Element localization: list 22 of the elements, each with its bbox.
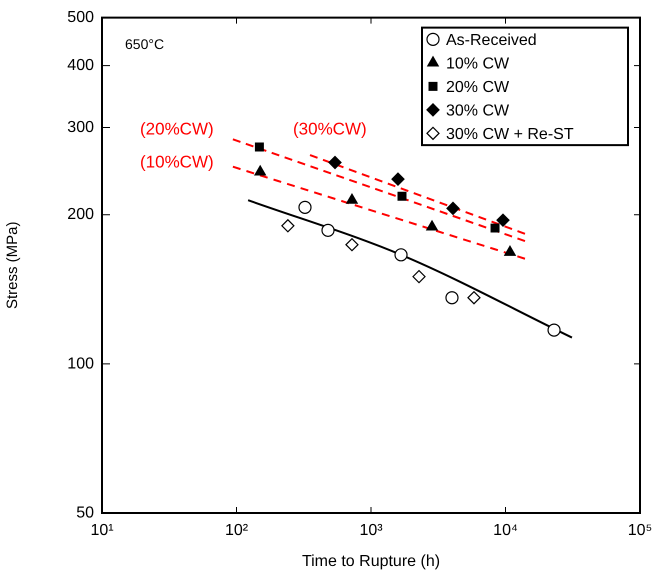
x-tick-label: 10⁴ [493, 522, 518, 540]
x-tick-label: 10² [224, 522, 249, 540]
y-tick-label: 50 [76, 504, 94, 522]
annotation: (10%CW) [140, 152, 214, 172]
y-tick-label: 100 [67, 355, 94, 372]
y-tick-label: 400 [67, 57, 94, 74]
x-tick-label: 10¹ [90, 522, 114, 540]
y-tick-label: 200 [67, 206, 94, 224]
x-tick-label: 10⁵ [628, 522, 652, 540]
y-tick-label: 300 [67, 118, 94, 136]
x-axis-title: Time to Rupture (h) [302, 552, 440, 570]
x-tick-label: 10³ [359, 522, 384, 540]
y-tick-label: 500 [67, 9, 94, 26]
legend-label: 10% CW [446, 55, 510, 72]
annotation: 650°C [125, 36, 164, 52]
legend-label: 30% CW [446, 102, 510, 120]
legend-label: 30% CW + Re-ST [446, 126, 574, 143]
annotation: (30%CW) [293, 120, 367, 139]
y-axis-title: Stress (MPa) [4, 222, 22, 310]
legend-label: 20% CW [446, 78, 510, 96]
annotation: (20%CW) [140, 120, 214, 139]
legend-label: As-Received [446, 32, 537, 49]
